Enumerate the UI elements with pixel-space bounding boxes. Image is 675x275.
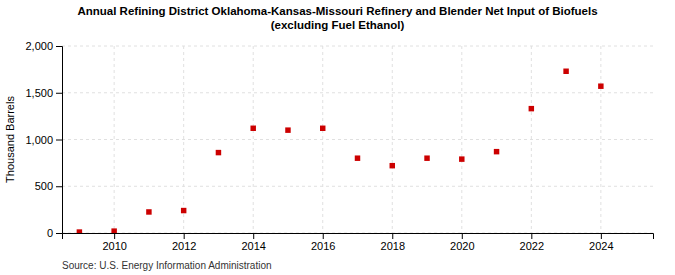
tick-mark	[323, 233, 324, 239]
tick-label: 2012	[172, 240, 196, 252]
point	[181, 208, 186, 213]
tick-mark	[253, 233, 254, 239]
point	[494, 149, 499, 154]
point	[598, 83, 603, 88]
point	[216, 150, 221, 155]
axis-line	[63, 234, 654, 240]
grid-line	[600, 46, 601, 233]
tick-mark	[114, 233, 115, 239]
y-axis: 0 500 1,000 1,500 2,000	[25, 40, 62, 239]
tick-mark	[56, 140, 62, 141]
tick: 2014	[241, 233, 265, 252]
tick: 1,000	[25, 134, 62, 146]
title-line: (excluding Fuel Ethanol)	[271, 19, 405, 31]
tick-mark	[184, 233, 185, 239]
tick-label: 2018	[381, 240, 405, 252]
tick-mark	[56, 186, 62, 187]
tick-label: 0	[47, 227, 53, 239]
tick-label: 500	[35, 180, 53, 192]
tick-label: 1,500	[25, 87, 53, 99]
grid-line	[62, 186, 653, 187]
tick: 2,000	[25, 40, 62, 52]
point	[459, 156, 464, 161]
grid-line	[62, 139, 653, 140]
tick: 2024	[589, 233, 613, 252]
tick-mark	[531, 233, 532, 239]
tick: 2022	[520, 233, 544, 252]
tick-label: 2024	[589, 240, 613, 252]
grid-line	[461, 46, 462, 233]
grid-line	[62, 92, 653, 93]
tick-label: 2016	[311, 240, 335, 252]
tick: 500	[35, 180, 62, 192]
tick-mark	[56, 93, 62, 94]
grid	[62, 46, 653, 233]
axis-line	[56, 47, 63, 234]
tick: 2020	[450, 233, 474, 252]
point	[390, 163, 395, 168]
chart: 2010 2012 2014 2016 2018 2020 2022 2024 0 500 1,00…	[0, 0, 675, 275]
title: Annual Refining District Oklahoma-Kansas…	[77, 5, 597, 31]
y-axis-label: Thousand Barrels	[4, 96, 16, 183]
tick-label: 2022	[520, 240, 544, 252]
point	[424, 155, 429, 160]
point	[146, 209, 151, 214]
grid-line	[392, 46, 393, 233]
point	[563, 69, 568, 74]
grid-line	[322, 46, 323, 233]
tick: 2010	[102, 233, 126, 252]
point	[111, 228, 116, 233]
tick-mark	[462, 233, 463, 239]
tick-label: 1,000	[25, 134, 53, 146]
grid-line	[62, 46, 653, 47]
tick-mark	[392, 233, 393, 239]
point	[250, 126, 255, 131]
points	[77, 69, 604, 233]
x-axis: 2010 2012 2014 2016 2018 2020 2022 2024	[63, 233, 654, 252]
tick-label: 2010	[102, 240, 126, 252]
point	[285, 127, 290, 132]
grid-line	[531, 46, 532, 233]
tick-mark	[56, 46, 62, 47]
point	[320, 126, 325, 131]
grid-line	[253, 46, 254, 233]
point	[529, 106, 534, 111]
point	[355, 155, 360, 160]
plot-area: 2010 2012 2014 2016 2018 2020 2022 2024 0 500 1,00…	[25, 40, 653, 252]
tick: 2016	[311, 233, 335, 252]
tick-mark	[601, 233, 602, 239]
tick-mark	[56, 233, 62, 234]
tick-label: 2020	[450, 240, 474, 252]
title-line: Annual Refining District Oklahoma-Kansas…	[77, 5, 597, 17]
grid-line	[183, 46, 184, 233]
tick-label: 2014	[241, 240, 265, 252]
tick: 2018	[381, 233, 405, 252]
tick: 2012	[172, 233, 196, 252]
grid-line	[114, 46, 115, 233]
tick-label: 2,000	[25, 40, 53, 52]
source: Source: U.S. Energy Information Administ…	[62, 260, 272, 271]
tick: 1,500	[25, 87, 62, 99]
tick: 0	[47, 227, 62, 239]
point	[77, 229, 82, 233]
